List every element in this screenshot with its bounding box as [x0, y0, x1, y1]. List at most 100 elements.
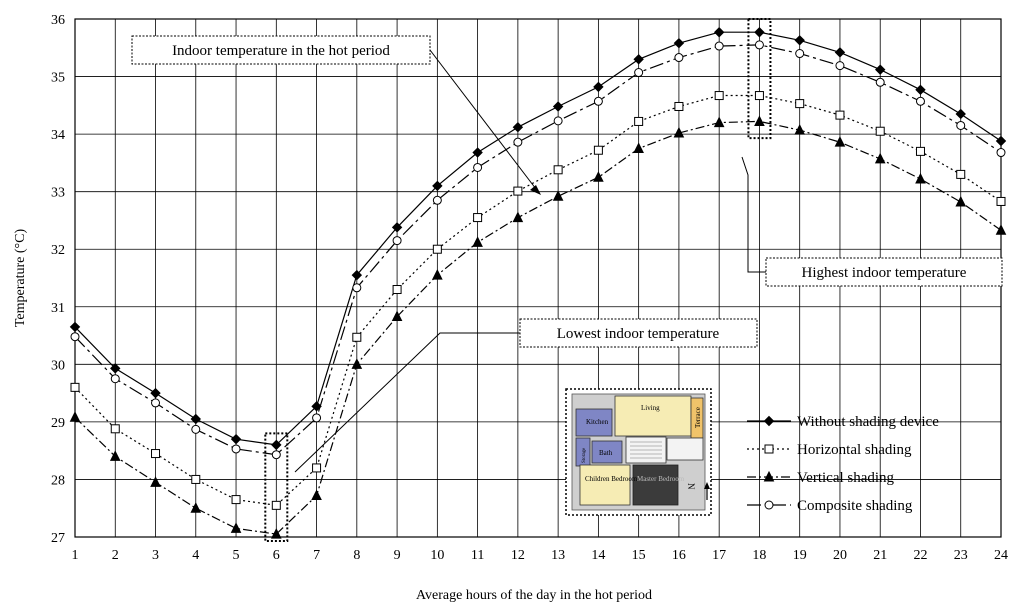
- x-tick-label: 1: [72, 548, 79, 563]
- data-point-vertical-shading: [432, 269, 443, 280]
- data-point-composite-shading: [513, 137, 523, 147]
- data-point-vertical-shading: [270, 528, 282, 539]
- data-point-composite-shading: [634, 68, 644, 78]
- data-point-horizontal-shading: [312, 463, 322, 473]
- x-tick-label: 8: [353, 548, 360, 563]
- highest-temperature-box: [747, 18, 772, 140]
- data-point-horizontal-shading: [835, 110, 845, 120]
- y-tick-label: 31: [51, 301, 65, 316]
- data-point-composite-shading: [151, 398, 161, 408]
- callout-highest-leader: [741, 156, 766, 273]
- floor-plan-inset: Kitchen Living Terrace Bath Storage Chil…: [565, 388, 712, 516]
- data-point-vertical-shading: [593, 171, 604, 182]
- north-arrowhead-icon: [704, 482, 710, 489]
- x-tick-label: 4: [192, 548, 199, 563]
- data-point-without-shading-device: [955, 108, 966, 120]
- data-point-horizontal-shading: [432, 244, 442, 254]
- bath-room: [591, 440, 623, 464]
- callout-hot-period: Indoor temperature in the hot period: [131, 35, 431, 65]
- series-line-composite-shading: [74, 44, 1002, 456]
- data-point-horizontal-shading: [996, 196, 1006, 206]
- series-line-without-shading-device: [74, 31, 1002, 446]
- series-line-vertical-shading: [74, 120, 1002, 535]
- data-point-vertical-shading: [391, 310, 403, 322]
- data-point-vertical-shading: [190, 502, 202, 513]
- data-point-without-shading-device: [432, 180, 443, 192]
- x-tick-label: 14: [591, 548, 605, 563]
- data-point-vertical-shading: [633, 142, 644, 153]
- data-point-horizontal-shading: [151, 449, 161, 459]
- data-point-horizontal-shading: [110, 424, 120, 434]
- y-tick-label: 34: [51, 128, 65, 143]
- series-composite-shading: [70, 40, 1006, 460]
- x-tick-label: 5: [233, 548, 240, 563]
- kitchen-room: [575, 408, 613, 437]
- room-label-children-bedroom: Children Bedroom: [585, 475, 638, 483]
- data-point-without-shading-device: [391, 222, 403, 233]
- data-point-without-shading-device: [351, 269, 363, 281]
- y-tick-label: 36: [51, 13, 65, 28]
- x-tick-label: 15: [632, 548, 646, 563]
- data-point-composite-shading: [956, 120, 966, 130]
- master-bedroom: [632, 464, 679, 506]
- data-point-vertical-shading: [109, 450, 121, 461]
- callout-lowest-text: Lowest indoor temperature: [557, 326, 720, 342]
- data-point-composite-shading: [754, 40, 764, 50]
- data-point-without-shading-device: [593, 81, 604, 93]
- data-point-composite-shading: [714, 41, 724, 51]
- legend-label-without-shading-device: Without shading device: [797, 414, 939, 430]
- children-bedroom: [579, 464, 631, 506]
- data-point-composite-shading: [110, 374, 120, 384]
- data-point-without-shading-device: [512, 121, 524, 133]
- series-line-horizontal-shading: [74, 94, 1002, 506]
- data-point-composite-shading: [835, 61, 845, 71]
- data-point-vertical-shading: [351, 358, 363, 369]
- data-point-horizontal-shading: [352, 332, 362, 342]
- data-point-vertical-shading: [915, 172, 926, 184]
- data-point-without-shading-device: [230, 433, 242, 445]
- data-point-without-shading-device: [713, 27, 725, 38]
- data-point-horizontal-shading: [674, 101, 684, 111]
- data-point-horizontal-shading: [915, 146, 925, 156]
- data-point-vertical-shading: [754, 115, 765, 126]
- series-without-shading-device: [69, 27, 1007, 451]
- data-point-vertical-shading: [230, 522, 242, 533]
- data-point-horizontal-shading: [513, 186, 523, 196]
- data-point-without-shading-device: [110, 363, 121, 374]
- data-point-vertical-shading: [512, 211, 524, 223]
- y-axis-title: Temperature (°C): [13, 229, 28, 328]
- data-point-composite-shading: [795, 49, 805, 59]
- room-label-master-bedroom: Master Bedroom: [637, 475, 685, 483]
- data-point-composite-shading: [392, 236, 402, 246]
- data-point-horizontal-shading: [634, 116, 644, 126]
- callout-highest-text: Highest indoor temperature: [802, 265, 967, 281]
- x-tick-label: 13: [551, 548, 565, 563]
- callout-hot-period-arrowhead: [530, 185, 541, 195]
- data-point-horizontal-shading: [593, 145, 603, 155]
- data-point-composite-shading: [231, 444, 241, 454]
- legend-marker-vertical-shading: [763, 470, 775, 482]
- legend: Without shading device Horizontal shading…: [747, 414, 939, 514]
- data-point-composite-shading: [996, 148, 1006, 158]
- data-point-without-shading-device: [754, 27, 765, 38]
- x-tick-label: 6: [273, 548, 280, 563]
- data-point-composite-shading: [473, 162, 483, 172]
- y-tick-label: 27: [51, 531, 65, 546]
- data-point-vertical-shading: [794, 123, 806, 135]
- data-point-horizontal-shading: [956, 169, 966, 179]
- data-point-without-shading-device: [915, 84, 926, 96]
- data-point-horizontal-shading: [70, 382, 80, 392]
- legend-label-vertical-shading: Vertical shading: [797, 470, 895, 486]
- x-tick-label: 10: [430, 548, 444, 563]
- data-point-horizontal-shading: [795, 99, 805, 109]
- data-point-without-shading-device: [69, 321, 81, 333]
- y-tick-label: 28: [51, 473, 65, 488]
- data-point-horizontal-shading: [754, 91, 764, 101]
- data-point-without-shading-device: [190, 413, 201, 425]
- data-point-vertical-shading: [834, 136, 846, 147]
- data-point-without-shading-device: [271, 439, 282, 451]
- legend-marker-composite-shading: [764, 500, 774, 510]
- data-point-without-shading-device: [673, 37, 685, 49]
- series-horizontal-shading: [70, 91, 1006, 510]
- room-label-terrace: Terrace: [694, 407, 702, 428]
